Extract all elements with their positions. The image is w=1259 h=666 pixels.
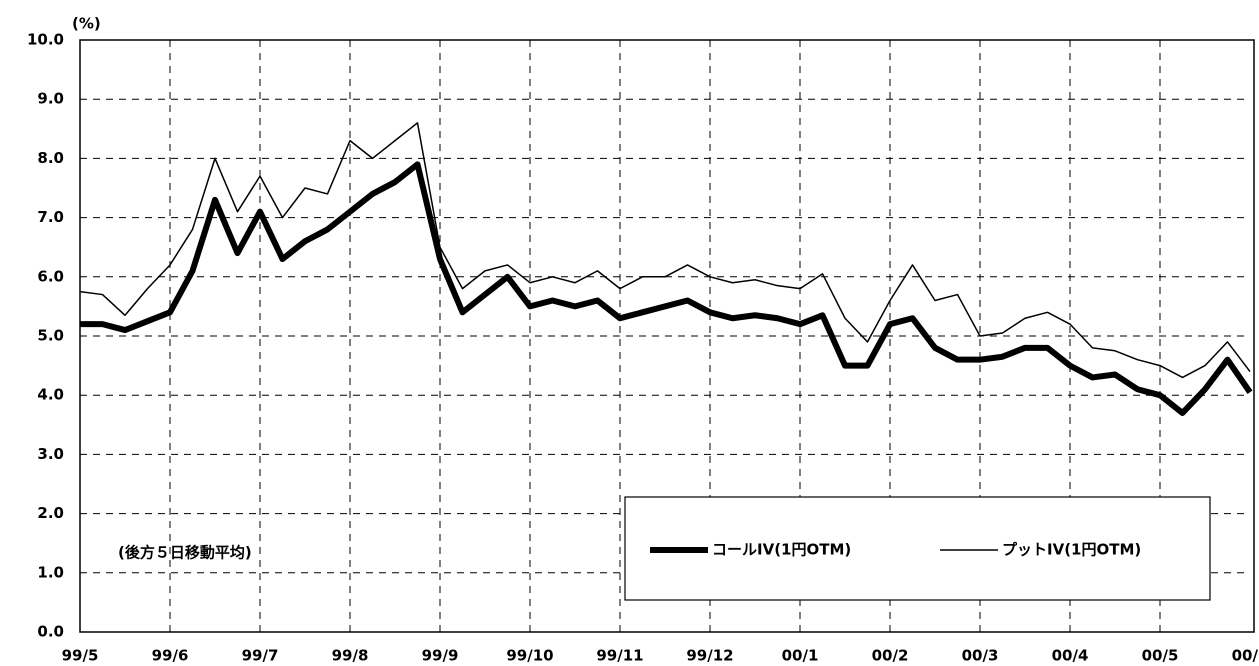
legend-label: コールIV(1円OTM) [712, 541, 851, 559]
x-tick-label: 99/6 [152, 647, 189, 665]
x-tick-label: 99/12 [686, 647, 733, 665]
y-tick-label: 10.0 [27, 31, 64, 49]
y-tick-label: 8.0 [37, 149, 64, 167]
x-tick-label: 99/9 [422, 647, 459, 665]
legend-box [624, 496, 1211, 601]
y-unit: (%) [72, 15, 101, 33]
x-tick-label: 99/7 [242, 647, 279, 665]
y-tick-label: 1.0 [37, 563, 64, 581]
x-tick-label: 00/2 [872, 647, 909, 665]
y-tick-label: 7.0 [37, 208, 64, 226]
series-line [80, 161, 1253, 416]
y-tick-label: 9.0 [37, 90, 64, 108]
y-tick-label: 0.0 [37, 623, 64, 641]
y-tick-label: 6.0 [37, 267, 64, 285]
legend-label: プットIV(1円OTM) [1002, 541, 1141, 559]
x-tick-label: 00/3 [962, 647, 999, 665]
y-tick-label: 2.0 [37, 504, 64, 522]
series-line [79, 122, 1251, 379]
x-tick-label: 99/8 [332, 647, 369, 665]
x-tick-label: 99/5 [62, 647, 99, 665]
y-tick-label: 4.0 [37, 386, 64, 404]
x-tick-label: 00/1 [782, 647, 819, 665]
x-tick-label: 00/4 [1052, 647, 1089, 665]
x-tick-label: 00/6 [1232, 647, 1259, 665]
y-tick-label: 5.0 [37, 327, 64, 345]
plot-frame [79, 39, 1255, 633]
y-tick-label: 3.0 [37, 445, 64, 463]
x-tick-label: 00/5 [1142, 647, 1179, 665]
annotation: (後方５日移動平均) [118, 544, 252, 562]
x-tick-label: 99/10 [506, 647, 553, 665]
x-tick-label: 99/11 [596, 647, 643, 665]
